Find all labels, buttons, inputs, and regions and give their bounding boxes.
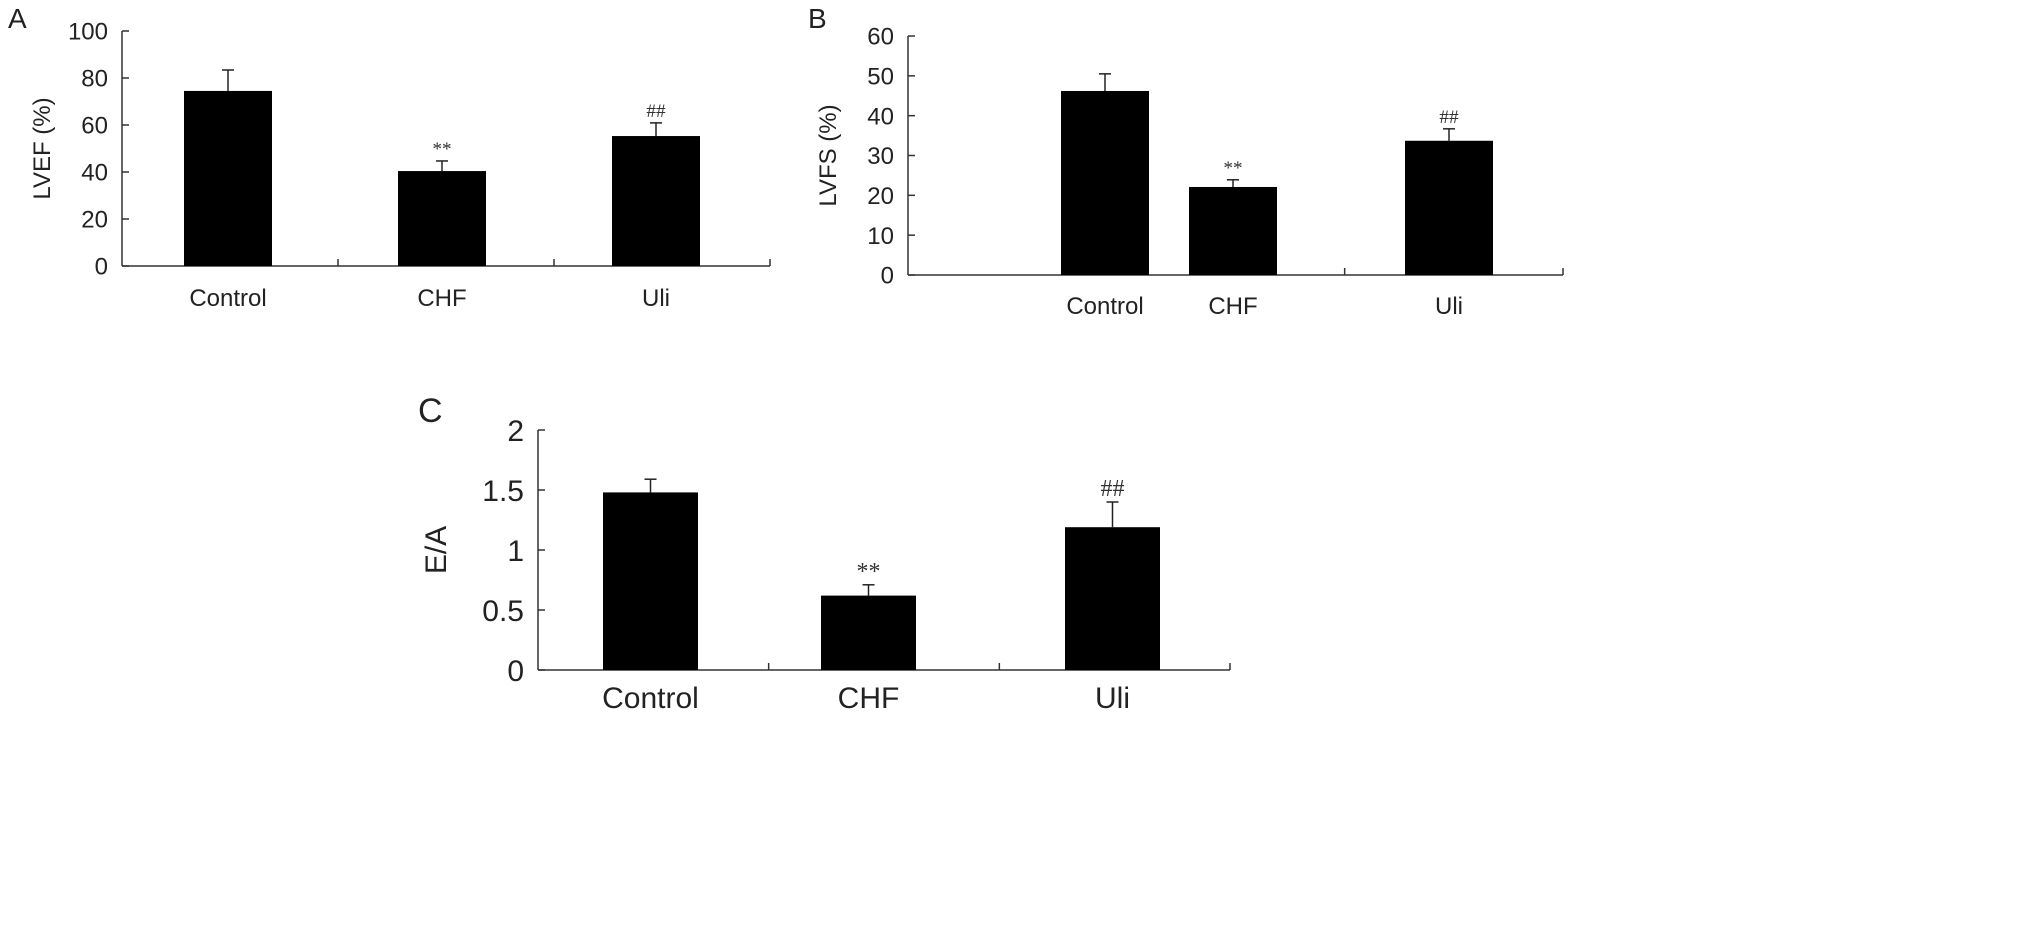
x-tick-label: Uli bbox=[1435, 293, 1463, 320]
y-tick-label: 30 bbox=[867, 143, 894, 170]
significance-marker: ** bbox=[857, 559, 881, 585]
x-tick-label: CHF bbox=[838, 682, 900, 715]
bar-control bbox=[184, 90, 272, 266]
significance-marker: ** bbox=[1223, 158, 1242, 179]
x-tick-label: CHF bbox=[1208, 293, 1257, 320]
bar-chf bbox=[821, 595, 916, 670]
bar-control bbox=[1061, 90, 1149, 275]
significance-marker: ## bbox=[1439, 107, 1459, 128]
y-tick-label: 0 bbox=[881, 263, 894, 290]
significance-marker: ** bbox=[432, 139, 451, 160]
y-axis-label: LVFS (%) bbox=[815, 104, 842, 206]
y-tick-label: 60 bbox=[867, 24, 894, 51]
y-tick-label: 1 bbox=[507, 535, 524, 568]
bar-chf bbox=[1189, 186, 1277, 275]
bar-uli bbox=[1405, 140, 1493, 275]
y-tick-label: 0 bbox=[507, 655, 524, 688]
y-tick-label: 100 bbox=[68, 19, 108, 46]
x-tick-label: Control bbox=[602, 682, 699, 715]
y-tick-label: 50 bbox=[867, 63, 894, 90]
x-tick-label: Control bbox=[189, 285, 266, 312]
panel-b: B 0 10 20 30 40 50 60 LVFS (%) Control ** CHF ## Uli bbox=[808, 3, 1564, 320]
significance-marker: ## bbox=[1101, 476, 1125, 502]
y-tick-label: 40 bbox=[867, 103, 894, 130]
x-tick-label: CHF bbox=[417, 285, 466, 312]
panel-label: C bbox=[418, 392, 443, 430]
y-tick-label: 80 bbox=[81, 66, 108, 93]
panel-label: A bbox=[8, 3, 27, 34]
panel-a: A 0 20 40 60 80 100 LVEF (%) Control ** CHF ## Uli bbox=[8, 3, 771, 312]
y-tick-label: 2 bbox=[507, 415, 524, 448]
y-tick-label: 20 bbox=[867, 183, 894, 210]
significance-marker: ## bbox=[646, 101, 666, 122]
x-tick-label: Uli bbox=[1095, 682, 1130, 715]
y-tick-label: 0.5 bbox=[482, 595, 524, 628]
x-tick-label: Uli bbox=[642, 285, 670, 312]
x-tick-label: Control bbox=[1066, 293, 1143, 320]
bar-uli bbox=[1065, 527, 1160, 670]
panel-c: C 0 0.5 1 1.5 2 E/A Control ** CHF ## Uli bbox=[418, 392, 1231, 715]
panel-label: B bbox=[808, 3, 827, 34]
bar-chf bbox=[398, 171, 486, 266]
bar-uli bbox=[612, 136, 700, 266]
y-tick-label: 0 bbox=[95, 254, 108, 281]
y-tick-label: 60 bbox=[81, 113, 108, 140]
y-tick-label: 20 bbox=[81, 207, 108, 234]
y-tick-label: 1.5 bbox=[482, 475, 524, 508]
y-tick-label: 40 bbox=[81, 160, 108, 187]
y-axis-label: E/A bbox=[420, 526, 453, 574]
bar-control bbox=[603, 492, 698, 670]
y-axis-label: LVEF (%) bbox=[29, 97, 56, 199]
y-tick-label: 10 bbox=[867, 223, 894, 250]
